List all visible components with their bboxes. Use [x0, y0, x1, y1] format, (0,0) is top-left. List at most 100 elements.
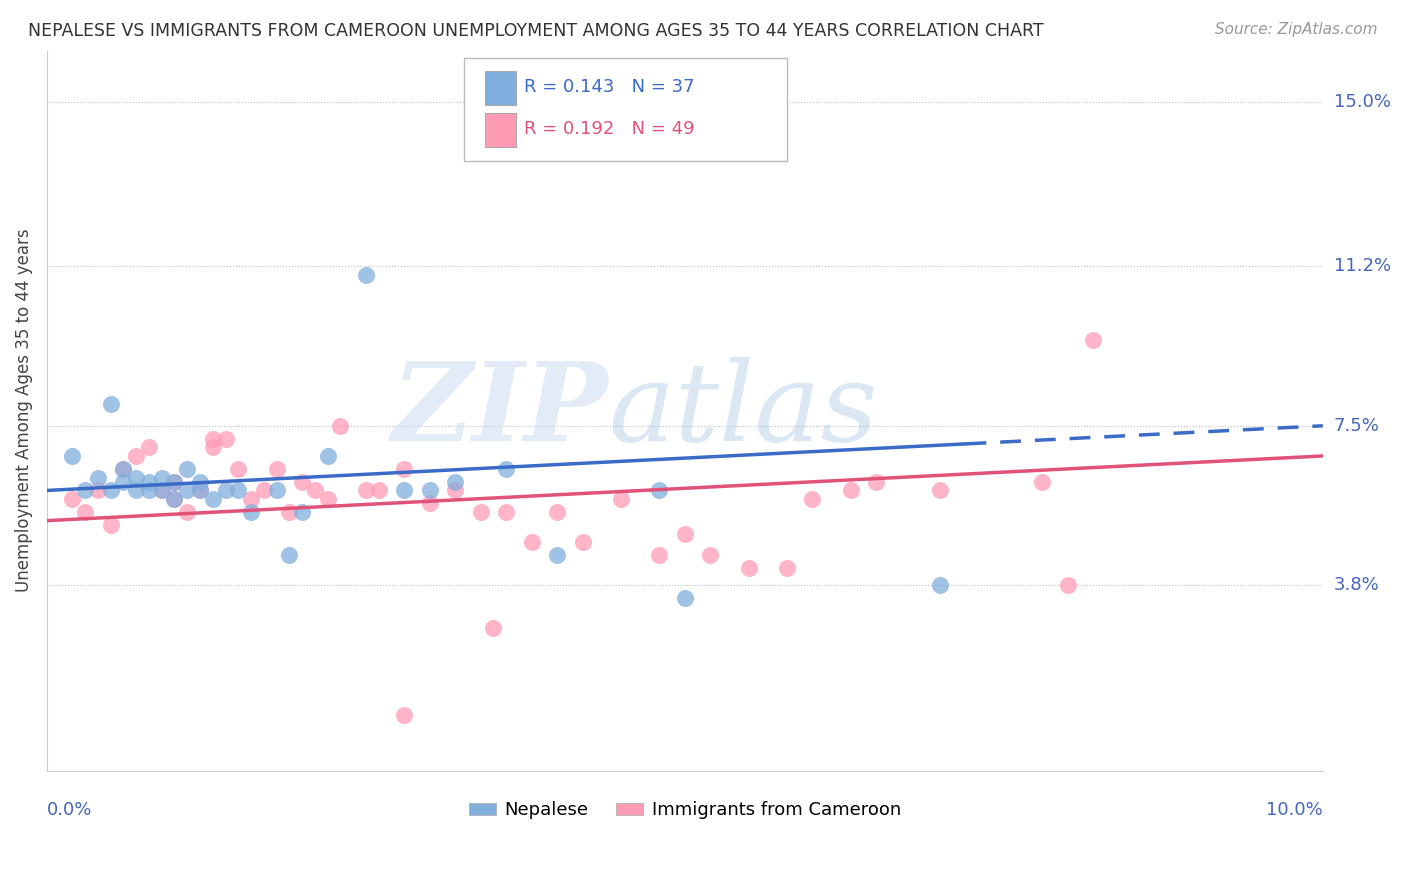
Point: [839, 483, 862, 498]
Point: [266, 462, 288, 476]
Point: [316, 449, 339, 463]
Point: [87, 470, 110, 484]
Point: [1056, 578, 1078, 592]
Point: [444, 483, 467, 498]
Point: [316, 491, 339, 506]
Point: [112, 462, 135, 476]
Point: [253, 483, 276, 498]
Point: [150, 483, 173, 498]
Point: [546, 505, 568, 519]
Point: [291, 505, 314, 519]
Point: [929, 483, 952, 498]
Point: [929, 578, 952, 592]
Point: [240, 491, 263, 506]
Point: [367, 483, 389, 498]
Text: NEPALESE VS IMMIGRANTS FROM CAMEROON UNEMPLOYMENT AMONG AGES 35 TO 44 YEARS CORR: NEPALESE VS IMMIGRANTS FROM CAMEROON UNE…: [28, 22, 1043, 40]
Point: [520, 535, 543, 549]
Point: [392, 483, 415, 498]
Point: [176, 462, 198, 476]
Text: R = 0.192   N = 49: R = 0.192 N = 49: [524, 120, 695, 138]
Point: [112, 475, 135, 489]
Point: [291, 475, 314, 489]
Point: [150, 483, 173, 498]
Point: [240, 505, 263, 519]
Point: [201, 440, 224, 454]
Point: [125, 470, 148, 484]
Point: [495, 462, 517, 476]
Point: [865, 475, 887, 489]
Point: [75, 483, 97, 498]
Text: 7.5%: 7.5%: [1334, 417, 1379, 434]
Text: 15.0%: 15.0%: [1334, 94, 1391, 112]
Point: [150, 470, 173, 484]
Point: [482, 622, 505, 636]
Point: [329, 418, 352, 433]
Point: [100, 483, 122, 498]
Point: [546, 548, 568, 562]
Point: [201, 432, 224, 446]
Point: [163, 475, 186, 489]
Point: [138, 475, 160, 489]
Point: [392, 707, 415, 722]
Point: [138, 440, 160, 454]
Point: [163, 491, 186, 506]
Point: [125, 483, 148, 498]
Text: 11.2%: 11.2%: [1334, 257, 1391, 276]
Point: [214, 483, 236, 498]
Point: [610, 491, 633, 506]
Point: [392, 462, 415, 476]
Point: [699, 548, 721, 562]
Point: [138, 483, 160, 498]
Point: [776, 561, 799, 575]
Point: [100, 517, 122, 532]
Point: [100, 397, 122, 411]
Point: [125, 449, 148, 463]
Point: [648, 548, 671, 562]
Point: [188, 475, 211, 489]
Point: [188, 483, 211, 498]
Point: [673, 526, 696, 541]
Text: Source: ZipAtlas.com: Source: ZipAtlas.com: [1215, 22, 1378, 37]
Point: [176, 505, 198, 519]
Point: [226, 462, 249, 476]
Point: [354, 268, 377, 282]
Point: [112, 462, 135, 476]
Point: [266, 483, 288, 498]
Point: [278, 505, 301, 519]
Text: R = 0.143   N = 37: R = 0.143 N = 37: [524, 78, 695, 95]
Point: [673, 591, 696, 606]
Point: [60, 449, 83, 463]
Point: [1031, 475, 1053, 489]
Y-axis label: Unemployment Among Ages 35 to 44 years: Unemployment Among Ages 35 to 44 years: [15, 229, 32, 592]
Text: ZIP: ZIP: [392, 357, 609, 465]
Point: [304, 483, 326, 498]
Text: 0.0%: 0.0%: [46, 801, 93, 819]
Point: [801, 491, 824, 506]
Text: 10.0%: 10.0%: [1265, 801, 1323, 819]
Point: [60, 491, 83, 506]
Point: [163, 475, 186, 489]
Point: [737, 561, 759, 575]
Point: [87, 483, 110, 498]
Point: [444, 475, 467, 489]
Point: [419, 496, 441, 510]
Legend: Nepalese, Immigrants from Cameroon: Nepalese, Immigrants from Cameroon: [461, 794, 908, 827]
Text: atlas: atlas: [609, 357, 877, 465]
Point: [201, 491, 224, 506]
Point: [419, 483, 441, 498]
Point: [163, 491, 186, 506]
Point: [354, 483, 377, 498]
Point: [482, 103, 505, 118]
Point: [176, 483, 198, 498]
Point: [226, 483, 249, 498]
Point: [470, 505, 492, 519]
Point: [648, 483, 671, 498]
Point: [495, 505, 517, 519]
Point: [1081, 333, 1104, 347]
Text: 3.8%: 3.8%: [1334, 576, 1379, 594]
Point: [571, 535, 593, 549]
Point: [214, 432, 236, 446]
Point: [278, 548, 301, 562]
Point: [188, 483, 211, 498]
Point: [75, 505, 97, 519]
